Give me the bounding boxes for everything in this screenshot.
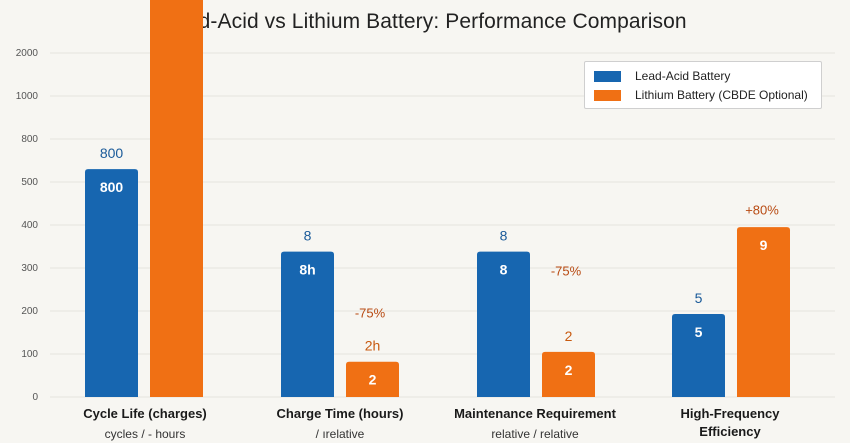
- legend: Lead-Acid Battery Lithium Battery (CBDE …: [584, 61, 822, 109]
- category-label: Efficiency: [699, 424, 761, 439]
- category-sublabel: cycles / - hours: [105, 427, 186, 441]
- bar: [346, 361, 399, 397]
- y-tick-label: 0: [32, 392, 38, 403]
- category-label: Cycle Life (charges): [83, 406, 207, 421]
- bar: [85, 169, 138, 397]
- change-annotation: -75%: [355, 306, 386, 321]
- bar: [281, 251, 334, 397]
- legend-item-lead-acid: Lead-Acid Battery: [594, 68, 730, 84]
- y-tick-label: 200: [21, 306, 38, 317]
- bar: [737, 227, 790, 397]
- bar-value-label: 5: [695, 290, 703, 306]
- y-tick-label: 400: [21, 220, 38, 231]
- legend-item-lithium: Lithium Battery (CBDE Optional): [594, 87, 808, 103]
- bar: [477, 251, 530, 397]
- legend-swatch-lithium: [594, 89, 621, 101]
- legend-label-lithium: Lithium Battery (CBDE Optional): [635, 88, 808, 102]
- y-tick-label: 800: [21, 134, 38, 145]
- bar-value-label: 9: [760, 237, 768, 253]
- y-tick-label: 100: [21, 349, 38, 360]
- y-tick-label: 300: [21, 263, 38, 274]
- y-tick-label: 2000: [16, 48, 39, 59]
- category-label: Maintenance Requirement: [454, 406, 616, 421]
- category-label: High-Frequency: [681, 406, 781, 421]
- change-annotation: -75%: [551, 264, 582, 279]
- bar-value-label: 5: [695, 324, 703, 340]
- bar-value-label: 2: [565, 362, 573, 378]
- legend-label-lead-acid: Lead-Acid Battery: [635, 69, 731, 83]
- bar-value-label: 8: [500, 262, 508, 278]
- bar-value-label: 800: [100, 145, 124, 161]
- bar-value-label: 800: [100, 179, 124, 195]
- change-annotation: +80%: [745, 203, 779, 218]
- chart-title: Lead-Acid vs Lithium Battery: Performanc…: [163, 10, 687, 33]
- bar-value-label: 8: [304, 228, 312, 244]
- y-tick-label: 500: [21, 177, 38, 188]
- bar: [672, 314, 725, 397]
- bar-value-label: 2h: [365, 338, 381, 354]
- category-sublabel: relative / relative: [491, 427, 579, 441]
- category-sublabel: / ırelative: [316, 427, 365, 441]
- category-label: Charge Time (hours): [277, 406, 404, 421]
- y-tick-label: 1000: [16, 91, 39, 102]
- bar: [542, 351, 595, 397]
- legend-swatch-lead-acid: [594, 70, 621, 82]
- bar-value-label: 8: [500, 228, 508, 244]
- bar-value-label: 2: [369, 372, 377, 388]
- bar-value-label: 2: [565, 328, 573, 344]
- bar-value-label: 8h: [299, 262, 315, 278]
- bar: [150, 0, 203, 397]
